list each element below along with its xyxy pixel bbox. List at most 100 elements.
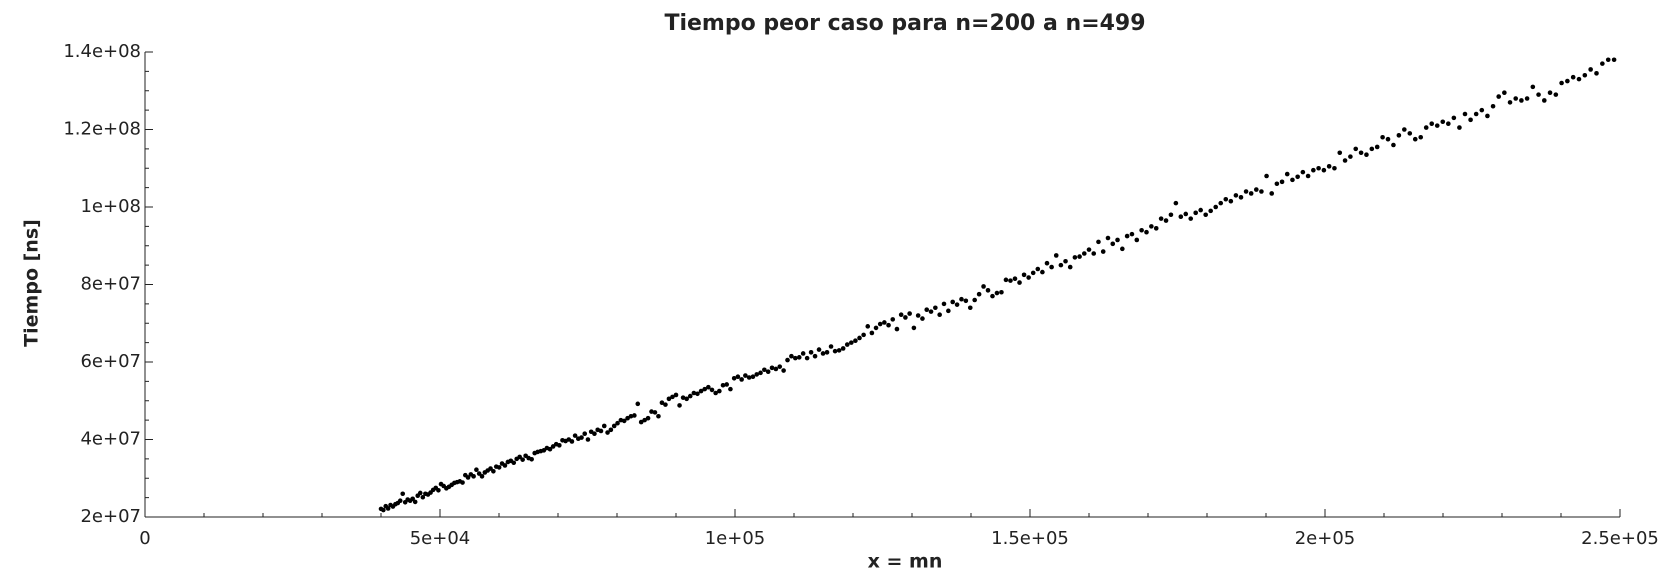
- point: [853, 338, 858, 343]
- point: [1091, 251, 1097, 256]
- point: [605, 430, 610, 435]
- point: [1096, 239, 1101, 245]
- y-tick-label: 1e+08: [80, 196, 141, 217]
- point: [695, 391, 700, 397]
- point: [677, 403, 682, 408]
- point: [1423, 125, 1429, 130]
- point: [959, 296, 964, 302]
- point: [824, 350, 830, 355]
- point: [1040, 269, 1045, 275]
- point: [1153, 226, 1159, 231]
- point: [789, 353, 794, 359]
- point: [663, 402, 668, 407]
- point: [861, 332, 866, 338]
- point: [877, 321, 883, 327]
- point: [474, 467, 479, 473]
- point: [816, 347, 822, 352]
- point: [808, 350, 814, 355]
- point: [1605, 57, 1611, 63]
- point: [520, 457, 525, 462]
- point: [420, 494, 426, 500]
- point: [873, 325, 879, 331]
- point: [1158, 216, 1164, 221]
- point: [812, 353, 818, 359]
- point: [937, 312, 942, 318]
- point: [894, 326, 900, 332]
- point: [713, 390, 718, 396]
- point: [1183, 211, 1189, 217]
- point: [1332, 165, 1337, 171]
- point: [417, 490, 423, 496]
- point: [1418, 134, 1424, 140]
- point: [1035, 266, 1041, 272]
- point: [1462, 111, 1468, 117]
- point: [517, 454, 522, 460]
- point: [601, 423, 607, 429]
- point: [1600, 61, 1605, 66]
- point: [1213, 204, 1219, 210]
- point: [666, 396, 672, 402]
- point: [1139, 227, 1144, 233]
- point: [990, 293, 995, 299]
- point: [1559, 80, 1564, 86]
- point: [762, 367, 767, 373]
- point: [400, 491, 406, 497]
- point: [1243, 189, 1249, 194]
- point: [1576, 76, 1582, 82]
- point: [1008, 278, 1013, 283]
- point: [702, 386, 707, 392]
- point: [1208, 208, 1213, 214]
- point: [1044, 260, 1050, 266]
- point: [1134, 237, 1140, 243]
- point: [488, 466, 493, 471]
- point: [890, 317, 896, 322]
- point: [1358, 150, 1364, 156]
- point: [684, 396, 689, 402]
- point: [1072, 255, 1078, 260]
- point: [592, 431, 597, 436]
- point: [728, 386, 733, 392]
- point: [743, 373, 748, 378]
- point: [1193, 210, 1198, 216]
- point: [491, 468, 496, 474]
- point: [1402, 127, 1407, 132]
- point: [1553, 92, 1559, 97]
- point: [1203, 212, 1208, 218]
- point: [1198, 207, 1203, 213]
- point: [981, 284, 986, 289]
- point: [479, 474, 485, 479]
- point: [886, 322, 891, 328]
- point: [1342, 158, 1348, 163]
- point: [608, 427, 614, 433]
- point: [1440, 119, 1446, 125]
- x-tick-label: 0: [139, 528, 150, 549]
- point: [1284, 171, 1290, 177]
- point: [1490, 103, 1496, 109]
- point: [758, 370, 763, 376]
- point: [621, 418, 627, 424]
- x-tick-label: 1e+05: [705, 528, 766, 549]
- point: [709, 387, 715, 393]
- y-tick-label: 2e+07: [80, 506, 141, 527]
- point: [836, 348, 842, 353]
- point: [1385, 136, 1391, 142]
- point: [800, 351, 806, 356]
- point: [1086, 247, 1092, 252]
- point: [828, 344, 834, 349]
- point: [1115, 237, 1120, 243]
- point: [840, 346, 846, 351]
- point: [397, 498, 403, 504]
- point: [471, 474, 476, 479]
- point: [999, 289, 1004, 295]
- point: [1233, 193, 1239, 198]
- point: [1295, 174, 1300, 180]
- point: [844, 342, 850, 347]
- point: [572, 433, 578, 438]
- point: [1412, 136, 1418, 142]
- point: [882, 320, 887, 325]
- point: [436, 487, 441, 493]
- point: [698, 388, 704, 394]
- point: [1238, 195, 1244, 200]
- point: [869, 330, 875, 336]
